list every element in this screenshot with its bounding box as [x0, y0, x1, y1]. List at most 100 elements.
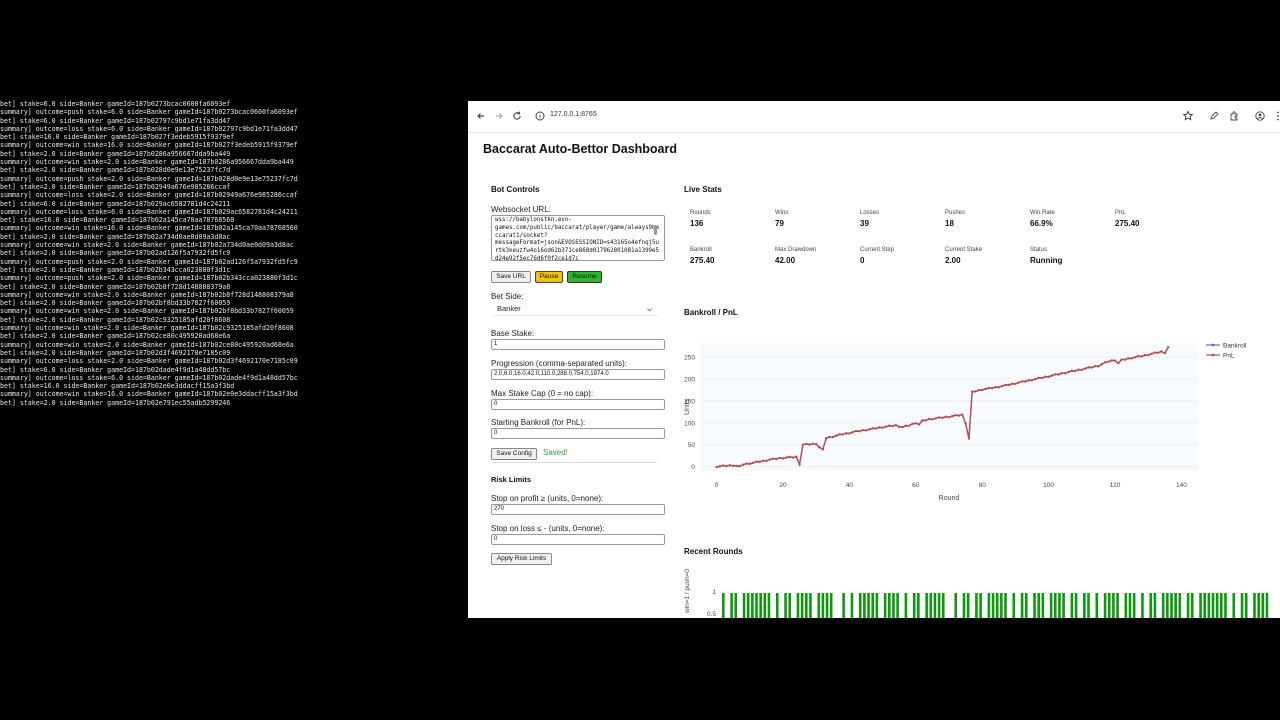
- round-bar: [805, 593, 808, 618]
- data-point: [758, 460, 761, 464]
- data-point: [778, 456, 781, 460]
- y-tick-label: 0: [691, 464, 695, 471]
- round-bar: [755, 593, 758, 618]
- saved-message: Saved!: [543, 448, 568, 457]
- round-bar: [1004, 593, 1007, 618]
- data-point: [1120, 358, 1123, 361]
- data-point: [1097, 365, 1100, 368]
- stat-value-wins: 79: [775, 219, 784, 228]
- apply-risk-limits-button[interactable]: Apply Risk Limits: [491, 553, 552, 565]
- max-stake-cap-input[interactable]: 0: [491, 399, 665, 410]
- stop-on-profit-input[interactable]: 270: [491, 504, 665, 515]
- round-bar: [863, 593, 866, 618]
- data-point: [815, 443, 818, 446]
- site-info-icon[interactable]: [534, 110, 546, 122]
- round-bar: [1000, 593, 1003, 618]
- data-point: [824, 437, 828, 440]
- terminal-line: bet] stake=2.0 side=Banker gameId=187b02…: [0, 249, 231, 258]
- data-point: [944, 415, 947, 419]
- round-bar: [842, 593, 845, 618]
- round-bar: [1132, 593, 1136, 618]
- starting-bankroll-input[interactable]: 0: [491, 428, 665, 439]
- puzzle-icon[interactable]: [1228, 110, 1240, 122]
- round-bar: [1215, 593, 1219, 618]
- data-point: [1090, 366, 1093, 369]
- chevron-down-icon: [647, 308, 652, 312]
- round-bar: [987, 593, 991, 618]
- data-point: [1067, 370, 1070, 374]
- data-point: [751, 461, 755, 464]
- data-point: [904, 424, 908, 427]
- terminal-line: summary] outcome=win stake=2.0 side=Bank…: [0, 290, 294, 299]
- data-point: [1100, 363, 1103, 366]
- data-point: [732, 464, 735, 468]
- round-bar: [1124, 593, 1128, 618]
- save-url-button[interactable]: Save URL: [491, 271, 531, 283]
- terminal-line: bet] stake=2.0 side=Banker gameId=187b02…: [0, 182, 231, 191]
- round-bar: [1253, 593, 1256, 618]
- pause-button[interactable]: Pause: [535, 271, 563, 283]
- round-bar: [1240, 593, 1244, 618]
- legend-entry: PnL: [1223, 353, 1235, 360]
- bet-side-select[interactable]: Banker: [491, 303, 659, 316]
- data-point: [1093, 365, 1097, 368]
- round-bar: [1020, 593, 1024, 618]
- progression-input[interactable]: 2.0,6.0,16.0,42.0,110.0,288.0,754.0,1974…: [491, 369, 665, 380]
- kebab-menu-icon[interactable]: [1272, 110, 1280, 122]
- round-bar: [912, 593, 916, 618]
- round-bar: [933, 593, 937, 618]
- round-bar: [821, 593, 825, 618]
- data-point: [834, 434, 838, 437]
- data-point: [974, 390, 977, 393]
- data-point: [921, 419, 924, 422]
- round-bar: [1049, 593, 1053, 618]
- textarea-scrollbar-thumb[interactable]: [654, 225, 657, 235]
- data-point: [765, 459, 768, 462]
- data-point: [781, 457, 785, 460]
- reload-icon[interactable]: [511, 110, 523, 122]
- data-point: [1027, 379, 1030, 382]
- back-arrow-icon[interactable]: [475, 110, 487, 122]
- round-bar: [1033, 593, 1036, 618]
- max-stake-cap-label: Max Stake Cap (0 = no cap):: [491, 389, 594, 398]
- data-point: [864, 429, 868, 432]
- round-bar: [1203, 593, 1206, 618]
- data-point: [977, 388, 981, 392]
- address-bar-url[interactable]: 127.0.0.1:8765: [550, 111, 597, 118]
- data-point: [874, 427, 878, 430]
- stop-on-loss-input[interactable]: 0: [491, 534, 665, 545]
- data-point: [1080, 368, 1083, 372]
- data-point: [795, 455, 798, 458]
- round-bar: [1087, 593, 1090, 618]
- data-point: [828, 435, 831, 439]
- data-point: [775, 457, 778, 461]
- terminal-line: bet] stake=6.0 side=Banker gameId=187b02…: [0, 100, 231, 108]
- data-point: [851, 431, 854, 434]
- stat-label-wins: Wins: [775, 210, 789, 216]
- data-point: [947, 415, 951, 419]
- round-bar: [796, 593, 800, 618]
- round-bar: [979, 593, 982, 618]
- websocket-url-input[interactable]: wss://babylonstkn.evo-games.com/public/b…: [491, 215, 665, 261]
- x-tick-label: 40: [846, 482, 854, 489]
- data-point: [1057, 373, 1060, 376]
- base-stake-input[interactable]: 1: [491, 339, 665, 350]
- data-point: [951, 415, 954, 418]
- data-point: [917, 423, 921, 426]
- star-icon[interactable]: [1182, 110, 1194, 122]
- terminal-line: bet] stake=2.0 side=Banker gameId=187b02…: [0, 348, 231, 357]
- y-tick-label: 250: [684, 355, 695, 362]
- forward-arrow-icon[interactable]: [493, 110, 505, 122]
- round-bar: [1012, 593, 1016, 618]
- data-point: [931, 418, 934, 421]
- stat-value-status: Running: [1030, 256, 1063, 265]
- recent-rounds-tick: 0.5: [707, 611, 716, 618]
- profile-icon[interactable]: [1254, 110, 1266, 122]
- resume-button[interactable]: Resume: [567, 271, 602, 283]
- stat-label-win-rate: Win Rate: [1030, 210, 1055, 216]
- save-config-button[interactable]: Save Config: [491, 448, 537, 460]
- terminal-line: bet] stake=2.0 side=Banker gameId=187b02…: [0, 299, 231, 308]
- data-point: [894, 423, 898, 427]
- pen-icon[interactable]: [1208, 110, 1220, 122]
- terminal-line: summary] outcome=win stake=2.0 side=Bank…: [0, 340, 294, 349]
